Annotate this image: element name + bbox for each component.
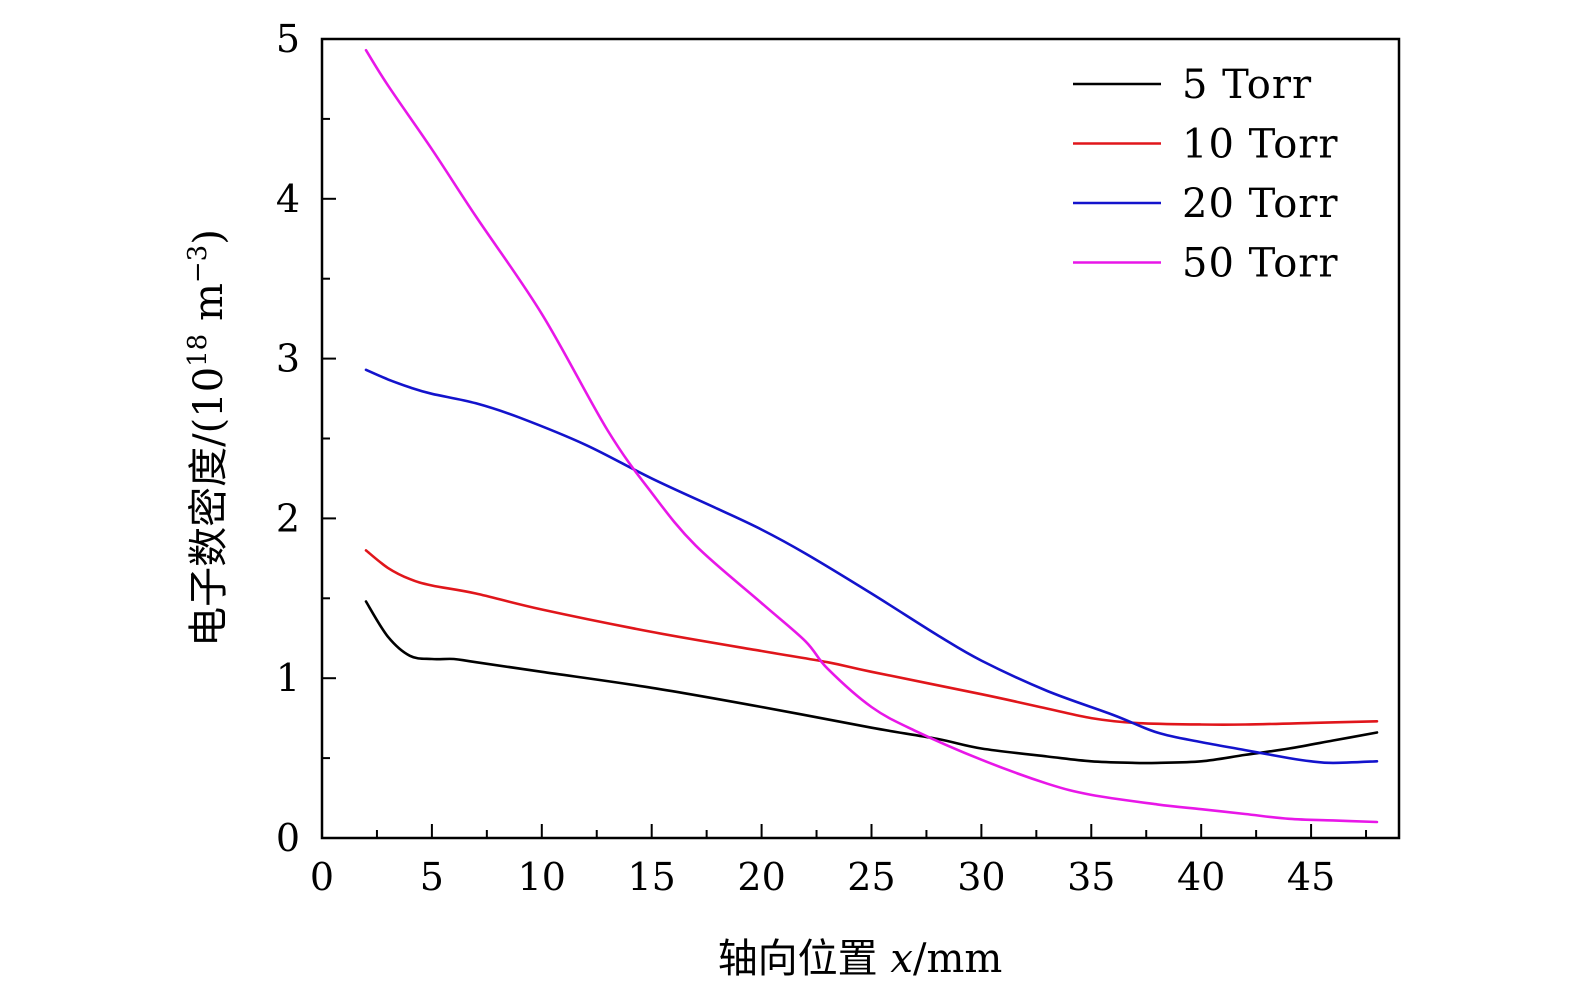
x-tick-label: 35 [1067,855,1115,899]
legend-label-50-torr: 50 Torr [1182,241,1339,287]
y-tick-label: 5 [276,17,300,61]
y-tick-label: 4 [276,177,300,221]
line-chart: 0 5 10 15 20 25 30 35 40 45012345 5 Torr10 Torr20… [0,0,1575,1004]
y-tick-label: 2 [276,496,300,540]
x-tick-label: 30 [957,855,1005,899]
legend-label-10-torr: 10 Torr [1182,122,1339,168]
legend-label-5-torr: 5 Torr [1182,62,1312,108]
y-axis-title: 电子数密度/(1018 m−3) [183,229,232,647]
legend: 5 Torr 10 Torr 20 Torr 50 Torr [1073,62,1339,287]
series-line-10-torr [366,550,1377,724]
x-axis-title: 轴向位置 x/mm [718,936,1003,982]
y-tick-label: 0 [276,816,300,860]
x-tick-label: 5 [420,855,444,899]
x-tick-label: 45 [1287,855,1335,899]
x-tick-label: 15 [628,855,676,899]
x-tick-label: 0 [310,855,334,899]
x-tick-label: 10 [518,855,566,899]
y-tick-label: 3 [276,337,300,381]
x-tick-label: 20 [737,855,785,899]
legend-label-20-torr: 20 Torr [1182,181,1339,227]
x-tick-label: 25 [847,855,895,899]
x-tick-label: 40 [1177,855,1225,899]
series-line-5-torr [366,602,1377,764]
y-tick-label: 1 [276,656,300,700]
series-line-20-torr [366,370,1377,763]
